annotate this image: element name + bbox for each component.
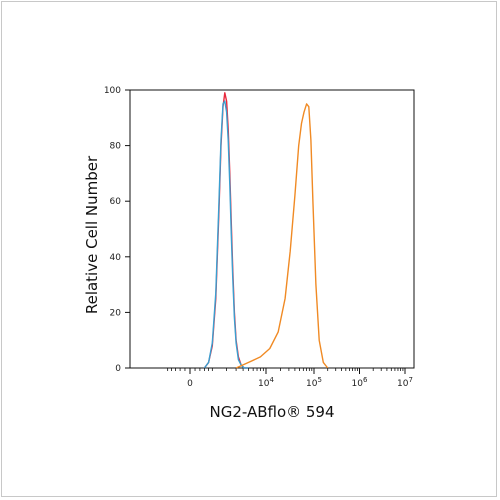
plot-border [129, 89, 415, 369]
y-tick-label: 0 [115, 364, 121, 374]
x-tick-label: 107 [397, 376, 413, 389]
y-tick-label: 40 [110, 253, 122, 263]
x-axis: 0 104 105 106 107 [167, 368, 413, 389]
y-tick-label: 100 [104, 86, 121, 96]
x-tick-label: 106 [352, 376, 368, 389]
y-tick-label: 20 [110, 308, 122, 318]
x-tick-label: 0 [187, 379, 193, 389]
plot-area [129, 89, 415, 369]
series-line-2 [203, 100, 249, 369]
y-axis: 0 20 40 60 80 100 [104, 86, 130, 374]
series-line-1 [203, 92, 249, 369]
x-tick-label: 105 [306, 376, 322, 389]
y-tick-label: 60 [110, 197, 122, 207]
y-axis-title: Relative Cell Number [83, 155, 101, 314]
x-axis-title: NG2-ABflo® 594 [209, 403, 334, 421]
series-line-3 [235, 103, 329, 369]
x-tick-label: 104 [258, 376, 274, 389]
y-tick-label: 80 [110, 142, 122, 152]
